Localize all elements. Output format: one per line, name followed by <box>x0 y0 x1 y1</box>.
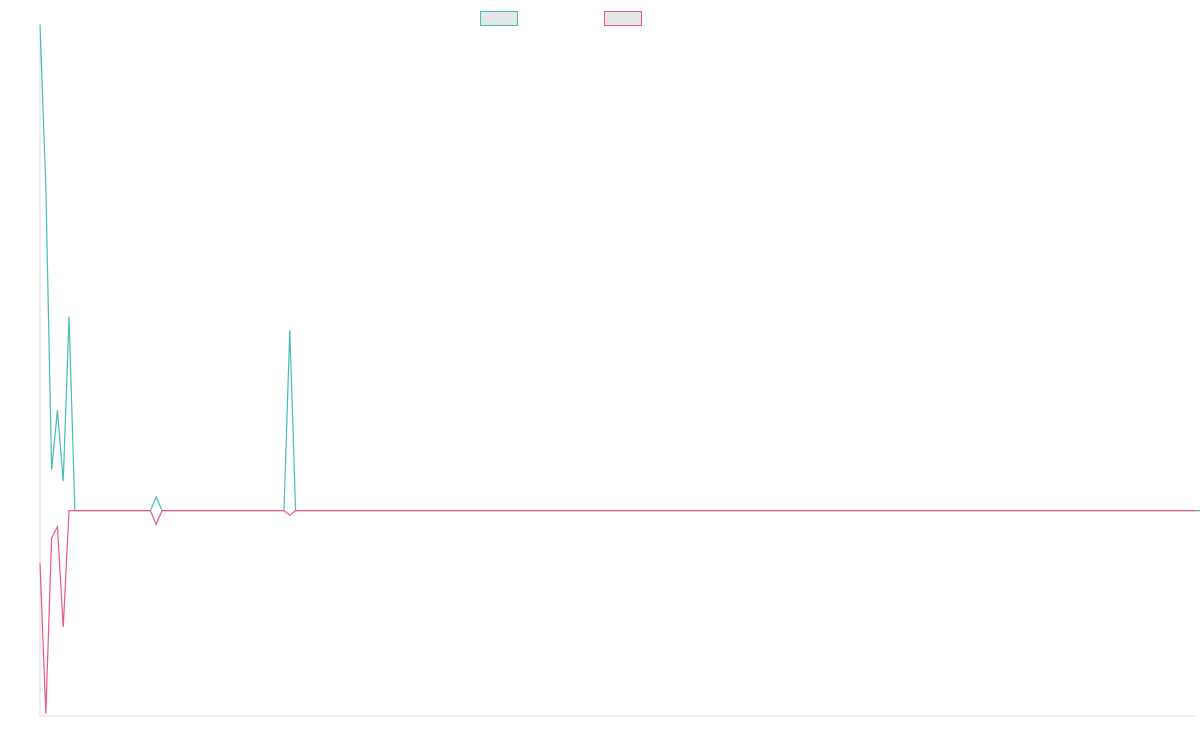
series-line-1[interactable] <box>39 510 1196 714</box>
legend <box>0 9 1200 27</box>
legend-item-teal-series[interactable] <box>480 9 524 27</box>
series-layer <box>39 24 1200 714</box>
legend-item-pink-series[interactable] <box>604 9 648 27</box>
legend-swatch-teal <box>480 10 518 26</box>
series-line-0[interactable] <box>39 24 1200 512</box>
legend-swatch-pink <box>604 10 642 26</box>
